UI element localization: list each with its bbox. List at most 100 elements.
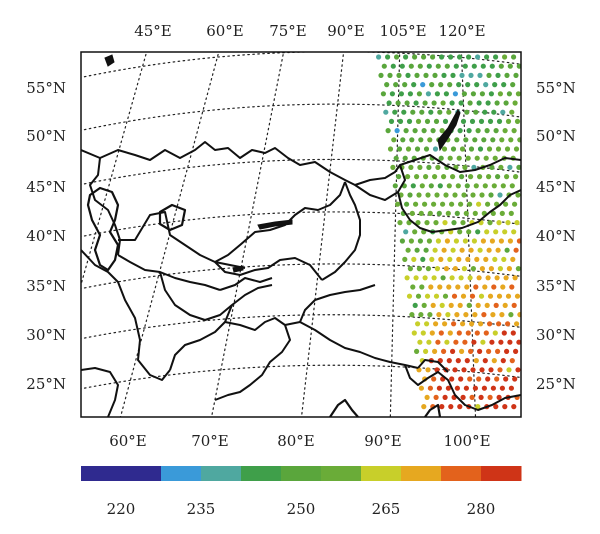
data-point [482, 183, 488, 189]
data-point [423, 146, 430, 152]
data-point [485, 100, 491, 106]
data-point [513, 174, 519, 180]
data-point [481, 137, 487, 143]
data-point [431, 275, 437, 281]
data-point [501, 82, 507, 88]
data-point [380, 91, 386, 97]
data-point [459, 72, 465, 78]
data-point [455, 183, 461, 189]
data-point [460, 118, 467, 124]
data-point [509, 284, 515, 290]
top-lon-label: 75°E [269, 22, 307, 40]
data-point [497, 266, 503, 272]
data-point [445, 312, 451, 318]
colorbar-tick-label: 250 [287, 500, 316, 518]
data-point [497, 91, 503, 97]
data-point [501, 256, 507, 262]
data-point [461, 91, 467, 97]
data-point [496, 394, 502, 400]
data-point [447, 82, 453, 88]
data-point [396, 174, 402, 180]
data-point [496, 118, 503, 124]
data-point [399, 63, 405, 69]
data-point [460, 394, 466, 400]
data-point [419, 109, 425, 115]
data-point [394, 128, 400, 134]
data-point [462, 164, 468, 170]
data-point [489, 63, 495, 69]
data-point [398, 91, 404, 97]
data-point [499, 210, 505, 216]
data-point [438, 155, 444, 161]
data-point [450, 72, 456, 78]
graticule-latitude [81, 52, 521, 390]
colorbar-segment [321, 466, 362, 481]
data-point [457, 229, 463, 235]
bottom-lon-label: 60°E [109, 432, 147, 450]
data-point [509, 183, 515, 189]
data-point [454, 385, 460, 391]
data-point [424, 293, 431, 299]
data-point [385, 128, 391, 134]
data-point [415, 220, 421, 226]
data-point [385, 54, 391, 60]
data-point [467, 100, 473, 106]
data-point [414, 174, 420, 180]
data-point [505, 293, 512, 299]
data-point [504, 146, 511, 152]
country-borders [81, 54, 521, 417]
data-point [418, 210, 424, 216]
data-point [466, 229, 472, 235]
data-point [493, 302, 499, 308]
data-point [506, 367, 512, 373]
data-point [471, 164, 477, 170]
data-point [467, 275, 473, 281]
data-point [472, 137, 478, 143]
data-point [483, 256, 489, 262]
data-point [490, 210, 496, 216]
data-point [488, 91, 494, 97]
data-point [502, 229, 508, 235]
data-point [409, 137, 415, 143]
data-point [495, 174, 501, 180]
top-lon-label: 45°E [134, 22, 172, 40]
data-point [444, 339, 450, 345]
data-point [401, 109, 407, 115]
data-point [462, 238, 468, 244]
data-point [457, 54, 463, 60]
data-point [509, 358, 515, 364]
data-point [492, 330, 498, 336]
left-lat-label: 40°N [26, 227, 66, 245]
data-point [437, 109, 443, 115]
data-point [436, 312, 442, 318]
data-point [441, 72, 447, 78]
data-point [495, 146, 502, 152]
right-lat-label: 45°N [536, 178, 576, 196]
data-point [493, 229, 499, 235]
data-point [405, 174, 411, 180]
data-point [441, 146, 448, 152]
data-point [405, 247, 411, 253]
data-point [408, 63, 414, 69]
data-point [469, 321, 475, 327]
data-point [438, 82, 444, 88]
data-point [422, 201, 428, 207]
data-point [402, 155, 408, 161]
data-point [516, 164, 521, 170]
top-lon-label: 90°E [327, 22, 365, 40]
data-point [470, 192, 476, 198]
data-point [459, 174, 465, 180]
data-point [432, 72, 438, 78]
data-point [420, 330, 426, 336]
data-point [466, 128, 472, 134]
data-point [456, 256, 462, 262]
data-point [429, 256, 435, 262]
data-point [470, 266, 476, 272]
data-point [419, 183, 425, 189]
data-point [499, 312, 505, 318]
data-point [486, 174, 492, 180]
data-point [514, 321, 520, 327]
data-point [415, 321, 421, 327]
data-point [477, 174, 483, 180]
data-point [404, 100, 410, 106]
